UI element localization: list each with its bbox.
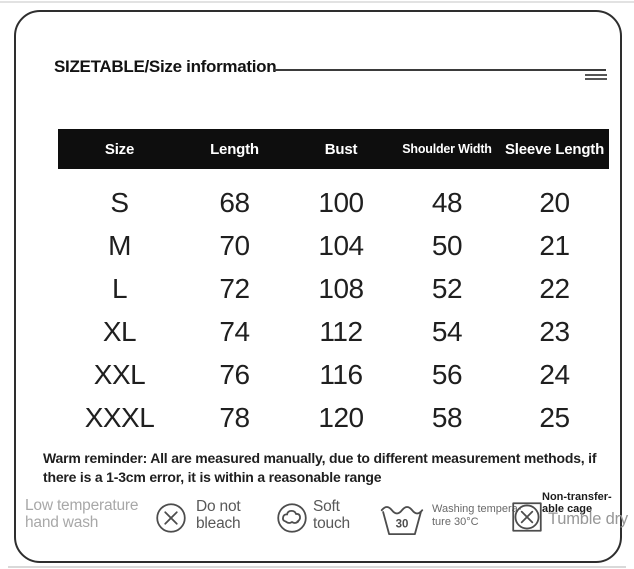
- value-cell: 48: [431, 187, 463, 218]
- value-cell: 21: [539, 230, 570, 261]
- do-not-tumble-dry-icon: [511, 501, 543, 533]
- care-label-line: Non-transfer-: [542, 491, 612, 503]
- size-cell: S: [110, 187, 129, 218]
- care-label-line: Soft: [313, 498, 340, 515]
- care-label-line: bleach: [196, 514, 241, 532]
- value-cell: 108: [318, 273, 364, 304]
- header-length: Length: [210, 140, 259, 158]
- page-title: SIZETABLE/Size information: [54, 57, 277, 76]
- value-cell: 20: [539, 187, 570, 218]
- care-label-line: touch: [313, 514, 350, 532]
- size-cell: XXXL: [84, 402, 155, 433]
- care-label-line: able cage: [542, 502, 593, 515]
- top-divider: [0, 1, 634, 3]
- header-size: Size: [104, 140, 135, 158]
- value-cell: 78: [219, 402, 250, 433]
- value-cell: 56: [431, 359, 463, 390]
- value-cell: 116: [319, 359, 363, 390]
- title-rule: [273, 69, 606, 71]
- table-header-row: Size Length Bust Shoulder Width Sleeve L…: [58, 129, 609, 169]
- value-cell: 112: [319, 316, 363, 347]
- header-bust: Bust: [324, 140, 358, 158]
- table-body: S 68 100 48 20 M 70 104 50 21 L 72 108 5…: [58, 181, 609, 439]
- soft-touch-icon: [276, 502, 308, 534]
- care-label-line: hand wash: [25, 513, 99, 531]
- value-cell: 52: [431, 273, 463, 304]
- value-cell: 100: [318, 187, 364, 218]
- double-line-icon: [585, 74, 607, 82]
- size-cell: XXL: [93, 359, 146, 390]
- care-label-line: Washing tempera-: [432, 503, 522, 515]
- size-cell: XL: [102, 316, 137, 347]
- hand-wash-label: Low temperature hand wash: [25, 497, 139, 531]
- value-cell: 76: [219, 359, 250, 390]
- value-cell: 22: [539, 273, 570, 304]
- value-cell: 120: [318, 402, 364, 433]
- value-cell: 70: [219, 230, 250, 261]
- value-cell: 58: [431, 402, 463, 433]
- do-not-bleach-icon: [155, 502, 187, 534]
- non-transferable-cage-label: Non-transfer- able cage: [542, 491, 612, 515]
- warm-reminder-line: Warm reminder: All are measured manually…: [43, 450, 597, 466]
- value-cell: 50: [431, 230, 463, 261]
- value-cell: 24: [539, 359, 570, 390]
- value-cell: 23: [539, 316, 570, 347]
- care-label-line: Do not: [196, 498, 241, 515]
- size-cell: M: [108, 230, 131, 261]
- washing-temperature-label: Washing tempera- ture 30°C: [432, 503, 521, 529]
- header-sleeve-length: Sleeve Length: [504, 140, 605, 158]
- value-cell: 25: [539, 402, 570, 433]
- value-cell: 72: [219, 273, 250, 304]
- wash-temperature-number: 30: [396, 519, 409, 531]
- header-shoulder-width: Shoulder Width: [402, 142, 492, 156]
- care-label-line: Low temperature: [25, 497, 139, 514]
- size-info-card: SIZETABLE/Size information Size Length B…: [14, 10, 622, 563]
- washing-temperature-30-icon: 30: [379, 500, 425, 537]
- care-label-line: ture 30°C: [432, 516, 479, 528]
- soft-touch-label: Soft touch: [313, 498, 350, 532]
- value-cell: 74: [219, 316, 250, 347]
- tumble-dry-label: Tumble dry: [548, 510, 628, 528]
- bottom-divider: [8, 566, 626, 568]
- value-cell: 54: [431, 316, 463, 347]
- size-cell: L: [111, 273, 128, 304]
- do-not-bleach-label: Do not bleach: [196, 498, 241, 532]
- warm-reminder-line: there is a 1-3cm error, it is within a r…: [43, 468, 382, 485]
- value-cell: 104: [318, 230, 364, 261]
- warm-reminder: Warm reminder: All are measured manually…: [43, 449, 623, 486]
- value-cell: 68: [219, 187, 250, 218]
